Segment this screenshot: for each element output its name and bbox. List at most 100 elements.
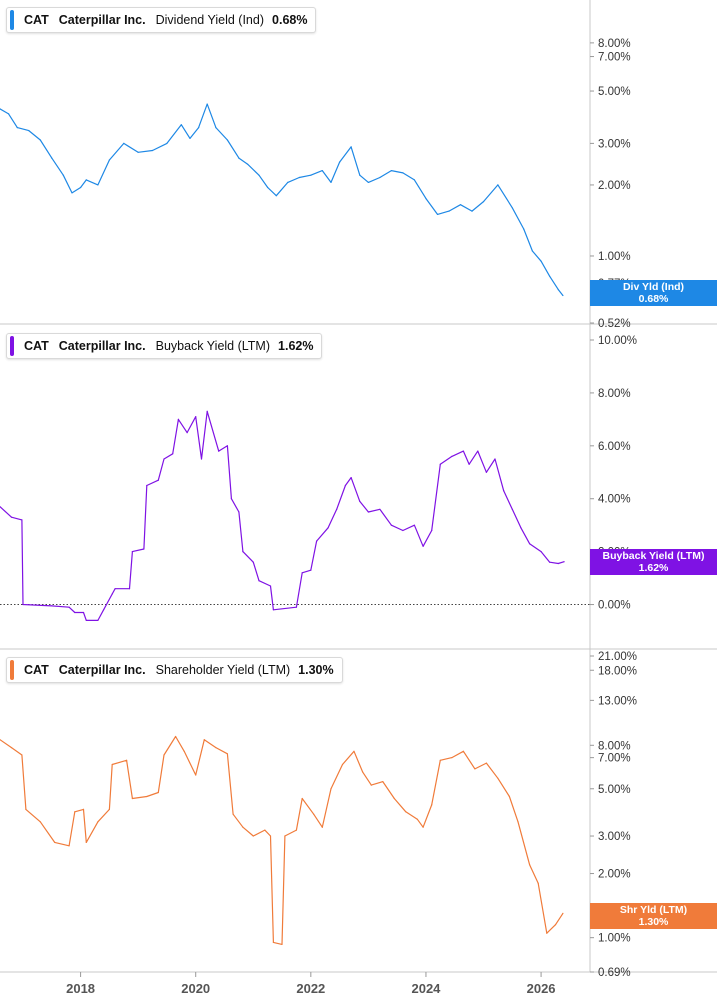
data-point bbox=[85, 619, 87, 622]
data-point bbox=[540, 551, 542, 553]
data-point bbox=[80, 186, 82, 189]
data-point bbox=[97, 821, 99, 823]
data-point bbox=[258, 174, 260, 176]
data-point bbox=[21, 754, 23, 756]
x-tick-label: 2026 bbox=[527, 981, 556, 996]
x-tick-label: 2024 bbox=[411, 981, 441, 996]
y-tick-label: 4.00% bbox=[598, 494, 631, 506]
y-tick-label: 3.00% bbox=[598, 831, 631, 843]
data-point bbox=[85, 841, 87, 844]
data-point bbox=[218, 450, 220, 452]
data-point bbox=[275, 195, 277, 197]
data-point bbox=[0, 506, 1, 508]
y-tick-label: 2.00% bbox=[598, 869, 631, 881]
data-point bbox=[163, 754, 165, 756]
data-point bbox=[402, 172, 404, 174]
data-point bbox=[310, 569, 312, 571]
data-point bbox=[339, 161, 341, 163]
y-tick-label: 3.00% bbox=[598, 138, 631, 150]
data-point bbox=[252, 561, 254, 563]
data-point bbox=[22, 603, 24, 606]
y-tick-label: 2.00% bbox=[598, 180, 631, 192]
data-point bbox=[336, 508, 338, 510]
series-line bbox=[0, 410, 565, 621]
data-point bbox=[503, 490, 505, 492]
data-point bbox=[123, 142, 125, 144]
data-point bbox=[54, 841, 56, 844]
data-point bbox=[195, 416, 197, 418]
flag-value: 1.62% bbox=[638, 562, 669, 574]
data-point bbox=[341, 763, 344, 766]
legend-company: Caterpillar Inc. bbox=[58, 13, 146, 27]
data-point bbox=[367, 511, 369, 513]
legend-swatch-buyback bbox=[10, 336, 14, 356]
y-tick-label: 0.00% bbox=[598, 600, 631, 612]
data-point bbox=[242, 551, 244, 553]
data-point bbox=[157, 479, 159, 481]
data-point bbox=[431, 529, 433, 532]
x-tick-label: 2018 bbox=[66, 981, 95, 996]
legend-ticker: CAT bbox=[24, 663, 49, 677]
data-point bbox=[146, 795, 148, 798]
y-tick-label: 21.00% bbox=[598, 651, 637, 663]
data-point bbox=[137, 151, 139, 153]
data-point bbox=[183, 750, 185, 752]
data-point bbox=[298, 176, 300, 179]
data-point bbox=[0, 108, 1, 110]
data-point bbox=[370, 784, 372, 786]
legend-company: Caterpillar Inc. bbox=[58, 663, 146, 677]
data-point bbox=[143, 548, 145, 550]
data-point bbox=[206, 103, 208, 105]
data-point bbox=[402, 529, 404, 532]
data-point bbox=[531, 250, 534, 252]
data-point bbox=[422, 545, 424, 547]
data-point bbox=[295, 606, 297, 608]
data-point bbox=[163, 458, 165, 460]
data-point bbox=[157, 791, 159, 794]
data-point bbox=[359, 174, 361, 176]
data-point bbox=[108, 808, 110, 811]
y-tick-label: 0.52% bbox=[598, 318, 631, 330]
y-tick-label: 8.00% bbox=[598, 388, 631, 400]
last-value-flag-shareholder: Shr Yld (LTM) 1.30% bbox=[590, 903, 717, 929]
data-point bbox=[180, 124, 182, 126]
data-point bbox=[269, 835, 272, 837]
data-point bbox=[200, 458, 203, 460]
data-point bbox=[425, 198, 427, 200]
data-point bbox=[39, 139, 41, 141]
data-point bbox=[252, 835, 254, 837]
data-point bbox=[267, 186, 269, 189]
data-point bbox=[97, 619, 99, 622]
legend-value: 1.30% bbox=[298, 663, 334, 677]
x-tick-label: 2022 bbox=[296, 981, 325, 996]
data-point bbox=[111, 593, 113, 595]
data-point bbox=[131, 797, 133, 800]
data-point bbox=[529, 864, 531, 866]
data-point bbox=[203, 739, 205, 741]
flag-label: Shr Yld (LTM) bbox=[619, 904, 688, 916]
x-tick-label: 2020 bbox=[181, 981, 210, 996]
last-value-flag-buyback: Buyback Yield (LTM) 1.62% bbox=[590, 549, 717, 575]
y-tick-label: 5.00% bbox=[598, 86, 631, 98]
data-point bbox=[238, 157, 240, 159]
data-point bbox=[416, 818, 418, 820]
data-point bbox=[316, 540, 318, 542]
data-point bbox=[97, 184, 99, 186]
data-point bbox=[362, 771, 364, 773]
data-point bbox=[379, 176, 381, 179]
data-point bbox=[114, 588, 116, 590]
data-point bbox=[497, 777, 499, 779]
data-point bbox=[238, 511, 240, 513]
data-point bbox=[390, 524, 392, 526]
data-point bbox=[327, 527, 329, 529]
y-tick-label: 1.00% bbox=[598, 251, 631, 263]
y-tick-label: 13.00% bbox=[598, 695, 637, 707]
data-point bbox=[269, 585, 272, 587]
data-point bbox=[321, 826, 323, 828]
data-point bbox=[232, 813, 234, 815]
legend-value: 0.68% bbox=[272, 13, 308, 27]
data-point bbox=[462, 750, 464, 752]
data-point bbox=[413, 179, 415, 181]
data-point bbox=[68, 845, 70, 847]
